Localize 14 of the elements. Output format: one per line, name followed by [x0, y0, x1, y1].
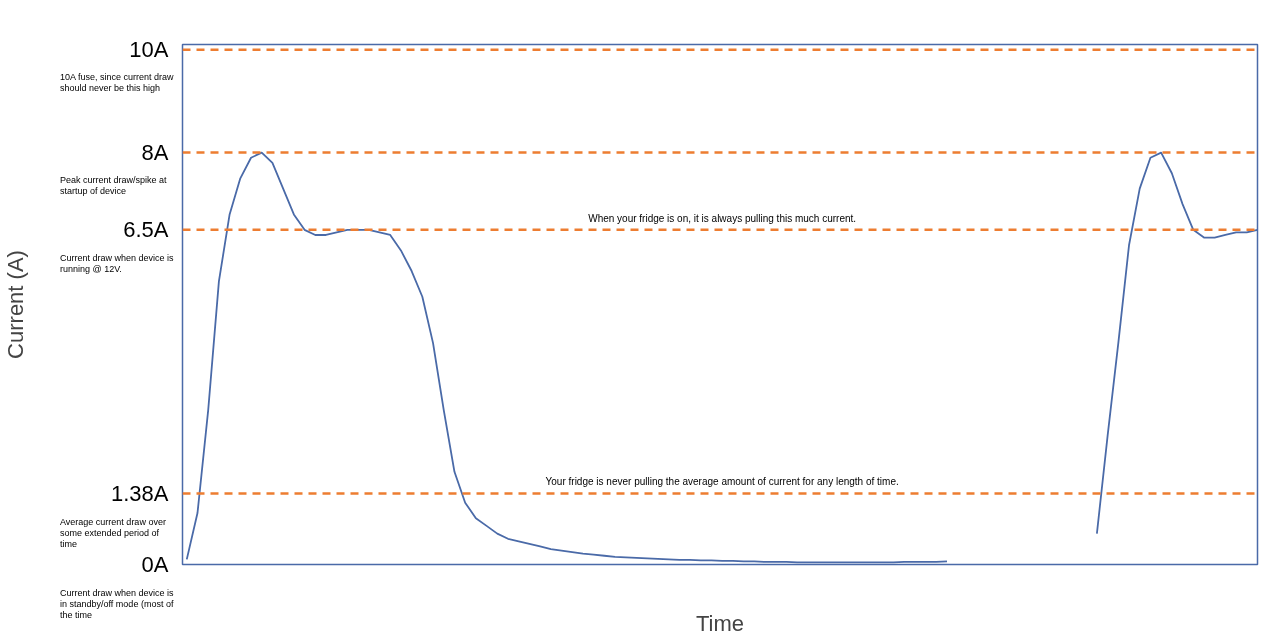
y-tick-label: 0A [141, 552, 169, 577]
text: 10A fuse, since current draw should never be this high [60, 72, 175, 95]
ref-line-label: Your fridge is never pulling the average amount of current for any length of time. [545, 476, 899, 488]
text: Average current draw over some extended period of time [60, 516, 167, 550]
text: Peak current draw/spike at startup of device [60, 175, 168, 198]
y-axis-title: Current (A) [3, 250, 29, 359]
y-tick-label: 6.5A [123, 217, 169, 243]
ref-line-label: When your fridge is on, it is always pulling this much current. [588, 212, 857, 224]
text: Current draw when device is running @ 12V. [60, 252, 175, 275]
y-tick-label: 1.38A [111, 480, 169, 506]
x-axis-title: Time [695, 610, 745, 636]
y-tick-label: 8A [141, 140, 169, 166]
text: Current draw when device is in standby/off mode (most of the time [60, 588, 175, 621]
y-tick-label: 10A [129, 37, 169, 63]
